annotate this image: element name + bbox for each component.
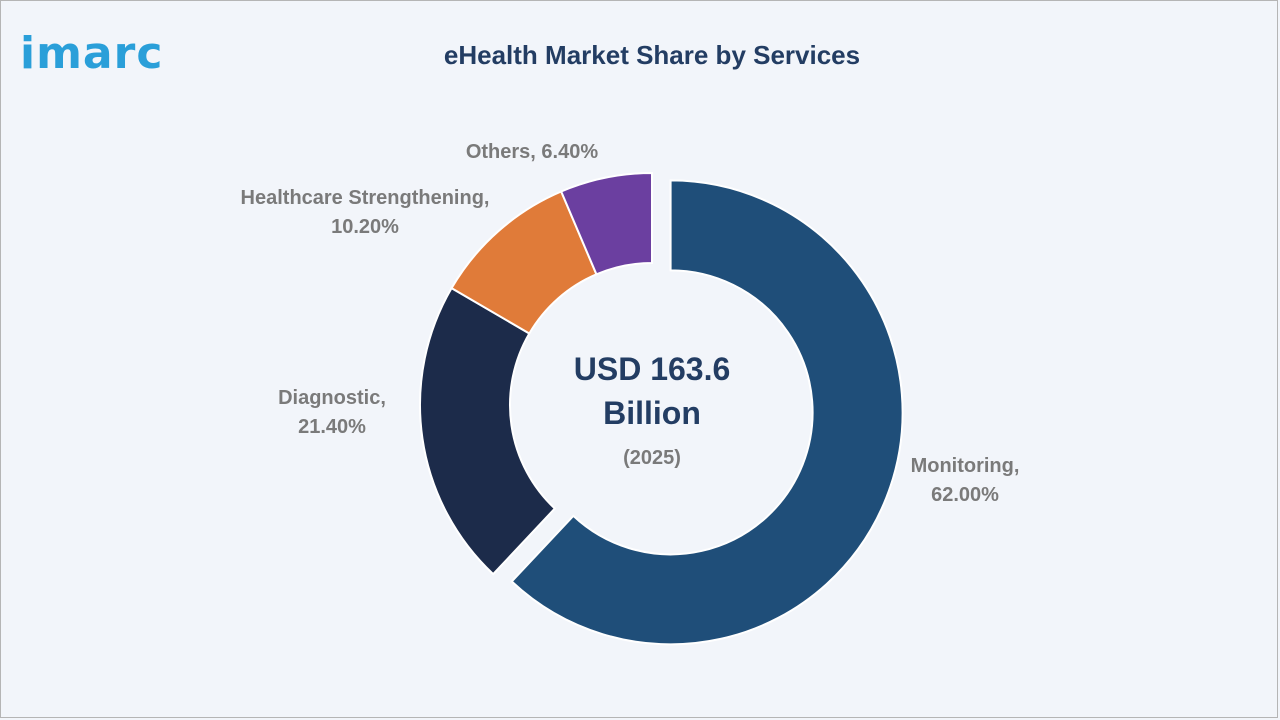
label-diagnostic: Diagnostic, 21.40% [278, 387, 386, 438]
label-monitoring: Monitoring, 62.00% [911, 455, 1020, 506]
label-line: 21.40% [298, 416, 366, 438]
center-year: (2025) [623, 447, 681, 469]
center-value: USD 163.6 [574, 351, 731, 387]
chart-title: eHealth Market Share by Services [443, 40, 861, 70]
label-healthcare-strengthening: Healthcare Strengthening, 10.20% [241, 187, 490, 238]
label-line: 10.20% [331, 216, 399, 238]
slice-labels-group: Monitoring, 62.00% Diagnostic, 21.40% Health… [241, 141, 1020, 506]
label-line: Diagnostic, [278, 387, 386, 409]
logo-text: imarc [20, 28, 164, 79]
slice-others [559, 171, 653, 276]
label-line: Others, 6.40% [466, 141, 599, 163]
label-line: 62.00% [931, 484, 999, 506]
label-others: Others, 6.40% [466, 141, 599, 163]
slice-diagnostic [419, 286, 557, 576]
slice-monitoring [510, 179, 904, 646]
label-line: Healthcare Strengthening, [241, 187, 490, 209]
imarc-logo: imarc [20, 26, 210, 82]
slices-group [419, 171, 904, 646]
label-line: Monitoring, [911, 455, 1020, 477]
center-unit: Billion [603, 395, 701, 431]
